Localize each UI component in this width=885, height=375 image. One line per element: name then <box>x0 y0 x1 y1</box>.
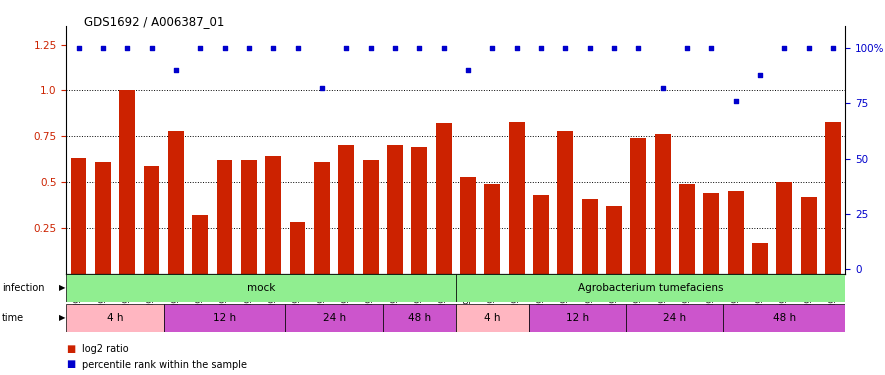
Text: log2 ratio: log2 ratio <box>82 344 129 354</box>
Point <box>169 68 183 74</box>
Point <box>242 45 256 51</box>
Point <box>315 85 329 91</box>
Bar <box>724 304 845 332</box>
Bar <box>412 147 427 274</box>
Bar <box>533 195 549 274</box>
Bar <box>168 131 184 274</box>
Point <box>631 45 645 51</box>
Bar <box>143 166 159 274</box>
Bar <box>630 138 646 274</box>
Bar <box>704 193 720 274</box>
Point <box>656 85 670 91</box>
Bar <box>71 158 87 274</box>
Bar <box>338 146 354 274</box>
Text: Agrobacterium tumefaciens: Agrobacterium tumefaciens <box>578 283 723 293</box>
Point <box>680 45 694 51</box>
Point <box>461 68 475 74</box>
Bar <box>217 160 233 274</box>
Text: time: time <box>2 313 24 323</box>
Text: 24 h: 24 h <box>322 313 346 323</box>
Bar <box>679 184 695 274</box>
Point <box>728 98 743 104</box>
Point <box>72 45 86 51</box>
Bar <box>164 304 286 332</box>
Point <box>266 45 281 51</box>
Bar <box>66 304 164 332</box>
Point <box>388 45 402 51</box>
Bar <box>241 160 257 274</box>
Bar <box>509 122 525 274</box>
Point <box>436 45 450 51</box>
Bar <box>266 156 281 274</box>
Point <box>364 45 378 51</box>
Text: mock: mock <box>247 283 275 293</box>
Point <box>534 45 548 51</box>
Bar <box>484 184 500 274</box>
Text: ■: ■ <box>66 360 75 369</box>
Point <box>510 45 524 51</box>
Bar <box>460 177 476 274</box>
Text: 24 h: 24 h <box>663 313 687 323</box>
Text: 12 h: 12 h <box>566 313 589 323</box>
Point <box>120 45 135 51</box>
Bar <box>825 122 841 274</box>
Point <box>218 45 232 51</box>
Bar <box>456 274 845 302</box>
Text: ▶: ▶ <box>59 314 65 322</box>
Text: 48 h: 48 h <box>408 313 431 323</box>
Bar <box>558 131 573 274</box>
Text: GDS1692 / A006387_01: GDS1692 / A006387_01 <box>84 15 225 28</box>
Point <box>96 45 110 51</box>
Point <box>485 45 499 51</box>
Bar <box>363 160 379 274</box>
Text: ▶: ▶ <box>59 284 65 292</box>
Bar <box>727 191 743 274</box>
Point <box>753 72 767 78</box>
Bar <box>387 146 403 274</box>
Bar <box>752 243 768 274</box>
Point <box>777 45 791 51</box>
Text: percentile rank within the sample: percentile rank within the sample <box>82 360 247 369</box>
Point <box>802 45 816 51</box>
Point <box>826 45 840 51</box>
Bar <box>314 162 330 274</box>
Bar <box>119 90 135 274</box>
Point <box>558 45 573 51</box>
Point <box>290 45 304 51</box>
Bar <box>456 304 528 332</box>
Text: 48 h: 48 h <box>773 313 796 323</box>
Bar <box>581 199 597 274</box>
Bar <box>655 134 671 274</box>
Bar <box>95 162 111 274</box>
Bar <box>626 304 724 332</box>
Bar <box>66 274 456 302</box>
Bar <box>286 304 383 332</box>
Point <box>339 45 353 51</box>
Point <box>193 45 207 51</box>
Bar <box>192 215 208 274</box>
Text: 4 h: 4 h <box>484 313 501 323</box>
Bar <box>528 304 626 332</box>
Point <box>144 45 158 51</box>
Bar <box>435 123 451 274</box>
Text: 12 h: 12 h <box>213 313 236 323</box>
Text: 4 h: 4 h <box>107 313 123 323</box>
Point <box>704 45 719 51</box>
Text: infection: infection <box>2 283 44 293</box>
Bar <box>289 222 305 274</box>
Point <box>582 45 596 51</box>
Bar <box>606 206 622 274</box>
Bar <box>382 304 456 332</box>
Bar <box>776 182 792 274</box>
Text: ■: ■ <box>66 344 75 354</box>
Point <box>607 45 621 51</box>
Point <box>412 45 427 51</box>
Bar <box>801 197 817 274</box>
